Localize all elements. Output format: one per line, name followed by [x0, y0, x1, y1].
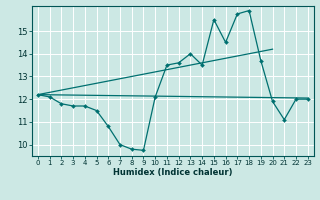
X-axis label: Humidex (Indice chaleur): Humidex (Indice chaleur)	[113, 168, 233, 177]
